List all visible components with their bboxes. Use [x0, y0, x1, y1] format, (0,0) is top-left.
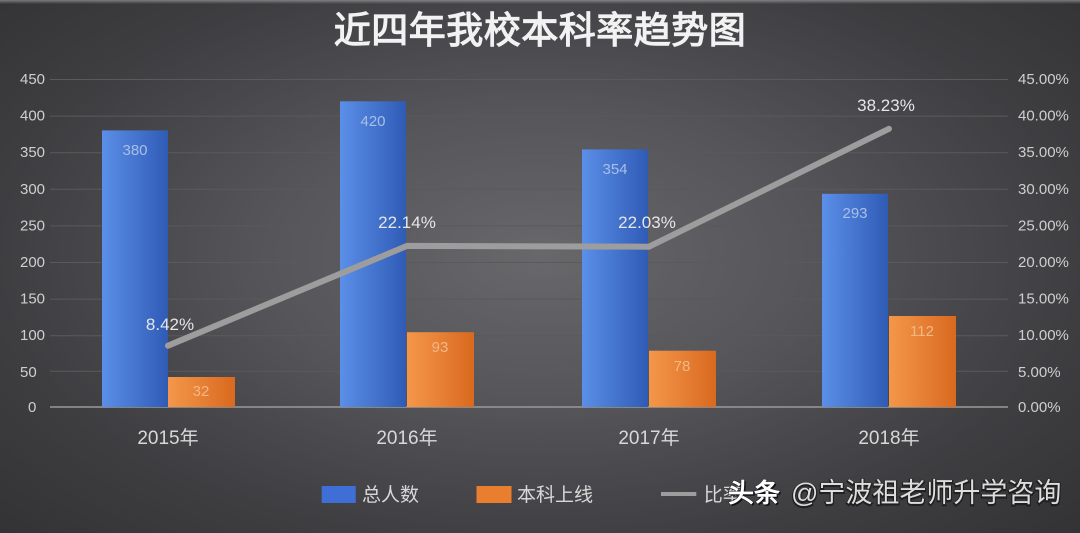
svg-text:250: 250: [20, 217, 45, 234]
svg-text:300: 300: [20, 181, 45, 198]
svg-text:总人数: 总人数: [362, 484, 419, 506]
svg-text:350: 350: [20, 144, 45, 161]
svg-text:20.00%: 20.00%: [1018, 254, 1069, 271]
svg-text:112: 112: [910, 323, 934, 340]
svg-text:293: 293: [842, 205, 867, 222]
svg-text:354: 354: [602, 161, 627, 178]
svg-text:本科上线: 本科上线: [517, 484, 593, 506]
svg-text:头条: 头条: [728, 478, 781, 508]
svg-text:45.00%: 45.00%: [1018, 71, 1069, 88]
svg-text:5.00%: 5.00%: [1018, 364, 1061, 381]
svg-text:10.00%: 10.00%: [1018, 327, 1069, 344]
svg-text:近四年我校本科率趋势图: 近四年我校本科率趋势图: [334, 10, 747, 51]
svg-text:0.00%: 0.00%: [1018, 399, 1061, 416]
svg-text:380: 380: [122, 142, 147, 159]
svg-text:78: 78: [674, 358, 691, 375]
svg-text:420: 420: [360, 113, 385, 130]
svg-text:0: 0: [28, 399, 36, 416]
svg-text:200: 200: [20, 254, 45, 271]
svg-text:22.14%: 22.14%: [378, 213, 436, 232]
svg-text:150: 150: [20, 291, 45, 308]
svg-text:22.03%: 22.03%: [618, 213, 676, 232]
svg-text:25.00%: 25.00%: [1018, 217, 1069, 234]
svg-text:100: 100: [20, 327, 45, 344]
svg-text:@宁波祖老师升学咨询: @宁波祖老师升学咨询: [791, 478, 1061, 508]
svg-text:2018年: 2018年: [858, 427, 919, 449]
svg-text:30.00%: 30.00%: [1018, 181, 1069, 198]
svg-text:2017年: 2017年: [618, 427, 679, 449]
svg-text:8.42%: 8.42%: [146, 315, 194, 334]
svg-text:35.00%: 35.00%: [1018, 144, 1069, 161]
svg-text:2016年: 2016年: [376, 427, 437, 449]
svg-text:40.00%: 40.00%: [1018, 108, 1069, 125]
svg-text:32: 32: [193, 383, 210, 400]
svg-text:450: 450: [20, 71, 45, 88]
svg-text:50: 50: [20, 364, 37, 381]
svg-text:93: 93: [432, 339, 449, 356]
svg-text:38.23%: 38.23%: [857, 96, 915, 115]
svg-text:400: 400: [20, 108, 45, 125]
svg-text:15.00%: 15.00%: [1018, 291, 1069, 308]
svg-text:2015年: 2015年: [137, 427, 198, 449]
